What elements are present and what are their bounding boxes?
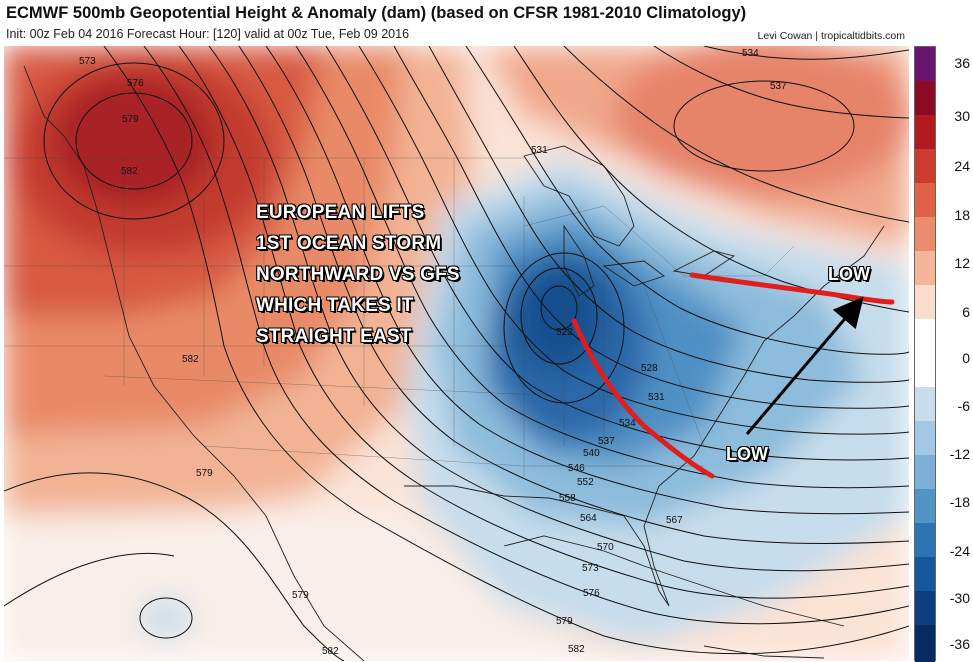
forecast-info: Init: 00z Feb 04 2016 Forecast Hour: [12… <box>6 27 410 41</box>
contour-label: 582 <box>322 646 339 657</box>
map-canvas: 573 576 579 582 582 579 579 582 531 534 … <box>4 46 909 661</box>
contour-label: 522 <box>556 327 573 338</box>
track-arrow <box>745 296 864 435</box>
colorbar-tick-label: -30 <box>949 590 970 606</box>
annotation-line: 1ST OCEAN STORM <box>256 233 442 254</box>
contour-label: 582 <box>568 644 585 655</box>
colorbar-segment <box>915 591 935 625</box>
annotation-line: STRAIGHT EAST <box>256 326 412 347</box>
colorbar-tick-label: -18 <box>949 494 970 510</box>
low-label-southeast: LOW <box>726 444 768 464</box>
contour-labels: 573 576 579 582 582 579 579 582 531 534 … <box>79 48 787 657</box>
colorbar-tick-label: 24 <box>954 158 970 174</box>
colorbar-tick-label: 36 <box>954 55 970 71</box>
height-contours <box>4 46 909 661</box>
contour-label: 552 <box>577 477 594 488</box>
colorbar-tick-label: -36 <box>949 636 970 652</box>
colorbar-segment <box>915 387 935 421</box>
european-track-line <box>689 272 895 305</box>
contour-label: 534 <box>619 418 636 429</box>
political-borders <box>4 157 795 476</box>
gfs-track-line <box>571 318 715 479</box>
contour-label: 579 <box>196 468 213 479</box>
map-title: ECMWF 500mb Geopotential Height & Anomal… <box>6 4 747 22</box>
annotation-line: EUROPEAN LIFTS <box>256 202 425 223</box>
contour-label: 546 <box>568 463 585 474</box>
contour-label: 579 <box>122 114 139 125</box>
colorbar-tick-label: 0 <box>962 350 970 366</box>
contour-label: 537 <box>770 81 787 92</box>
colorbar-tick-label: 30 <box>954 108 970 124</box>
colorbar-segment <box>915 81 935 115</box>
contour-label: 579 <box>556 616 573 627</box>
contour-label: 558 <box>559 493 576 504</box>
contour-label: 579 <box>292 590 309 601</box>
contour-label: 531 <box>648 392 665 403</box>
contour-label: 576 <box>583 588 600 599</box>
source-credit: Levi Cowan | tropicaltidbits.com <box>757 30 905 42</box>
annotation-line: NORTHWARD VS GFS <box>256 264 460 285</box>
colorbar-tick-label: -6 <box>957 398 970 414</box>
colorbar-segment <box>915 353 935 387</box>
colorbar-segment <box>915 251 935 285</box>
contour-label: 540 <box>583 448 600 459</box>
colorbar-segment <box>915 625 935 662</box>
colorbar-tick-label: -24 <box>949 543 970 559</box>
colorbar-tick-label: 12 <box>954 255 970 271</box>
contour-label: 534 <box>742 48 759 59</box>
contour-label: 567 <box>666 515 683 526</box>
colorbar-segment <box>915 217 935 251</box>
colorbar-segment <box>915 319 935 353</box>
contour-label: 573 <box>582 563 599 574</box>
map-annotation: EUROPEAN LIFTS 1ST OCEAN STORM NORTHWARD… <box>256 197 460 352</box>
colorbar-tick-label: -12 <box>949 446 970 462</box>
contour-label: 531 <box>531 145 548 156</box>
low-label-northeast: LOW <box>828 264 870 284</box>
colorbar-segment <box>915 455 935 489</box>
colorbar-segment <box>915 47 935 81</box>
colorbar-tick-label: 18 <box>954 207 970 223</box>
contour-label: 528 <box>641 363 658 374</box>
annotation-line: WHICH TAKES IT <box>256 295 414 316</box>
map-header: ECMWF 500mb Geopotential Height & Anomal… <box>0 0 973 46</box>
colorbar-segment <box>915 149 935 183</box>
contour-label: 582 <box>182 354 199 365</box>
contour-label: 573 <box>79 56 96 67</box>
colorbar-tick-label: 6 <box>962 304 970 320</box>
forecast-map: 573 576 579 582 582 579 579 582 531 534 … <box>4 46 909 661</box>
anomaly-shading <box>4 46 909 661</box>
anomaly-colorbar <box>914 46 936 662</box>
contour-label: 570 <box>597 542 614 553</box>
colorbar-segment <box>915 523 935 557</box>
coastlines <box>23 65 885 661</box>
colorbar-segment <box>915 115 935 149</box>
contour-label: 564 <box>580 513 597 524</box>
contour-label: 576 <box>127 78 144 89</box>
colorbar-segment <box>915 183 935 217</box>
colorbar-segment <box>915 421 935 455</box>
contour-label: 582 <box>121 166 138 177</box>
colorbar-segment <box>915 285 935 319</box>
colorbar-segment <box>915 489 935 523</box>
contour-label: 537 <box>598 436 615 447</box>
colorbar-segment <box>915 557 935 591</box>
